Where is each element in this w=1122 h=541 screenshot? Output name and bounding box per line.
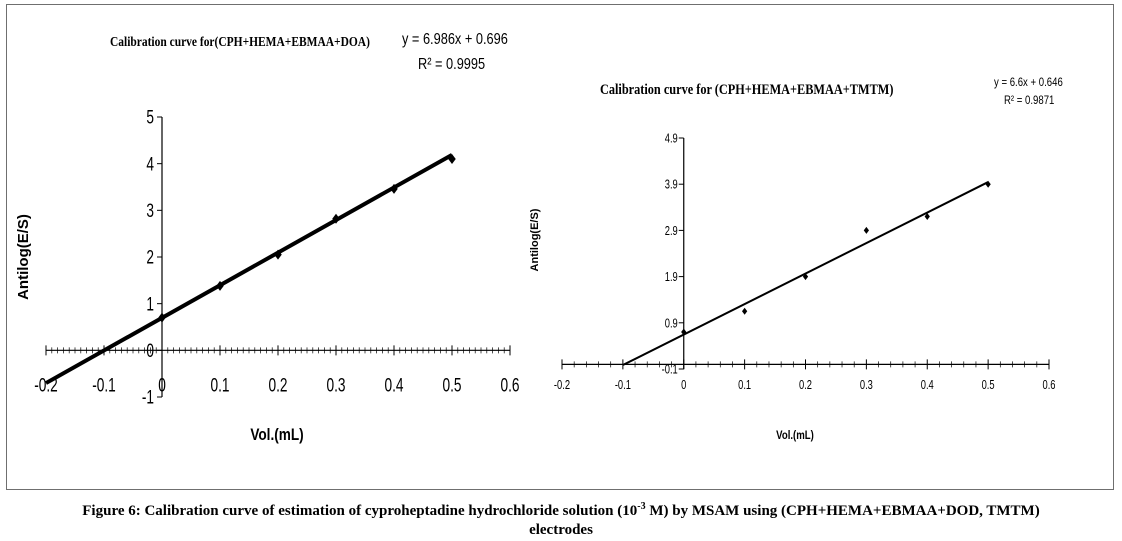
- chart2-data-point: [985, 180, 991, 188]
- chart1-title: Calibration curve for(CPH+HEMA+EBMAA+DOA…: [110, 34, 370, 49]
- chart2-y-tick-label: 1.9: [665, 271, 678, 285]
- chart2-x-tick-label: 0.4: [921, 379, 934, 393]
- chart2-equation: y = 6.6x + 0.646: [994, 76, 1063, 89]
- chart2-x-tick-label: 0.5: [982, 379, 995, 393]
- figure-caption: Figure 6: Calibration curve of estimatio…: [0, 497, 1122, 540]
- chart2-y-tick-label: -0.1: [662, 363, 678, 377]
- figure-frame: [6, 4, 1114, 490]
- chart2-data-point: [924, 213, 930, 221]
- chart1-y-axis-label: Antilog(E/S): [15, 214, 32, 300]
- chart1-y-tick-label: 5: [146, 106, 154, 128]
- chart1-equation: y = 6.986x + 0.696: [402, 31, 508, 49]
- chart1-x-tick-label: 0.2: [268, 374, 287, 396]
- chart1-data-point: [274, 249, 282, 260]
- chart1-x-tick-label: 0.4: [384, 374, 403, 396]
- chart2-x-tick-label: -0.2: [554, 379, 570, 393]
- chart2-x-tick-label: -0.1: [615, 379, 631, 393]
- chart2-y-tick-label: 4.9: [665, 132, 678, 146]
- chart2-data-point: [742, 307, 748, 315]
- chart1-y-tick-label: 2: [146, 246, 154, 268]
- chart1-x-tick-label: 0: [158, 374, 166, 396]
- chart1-y-tick-label: -1: [142, 386, 154, 408]
- chart1-y-tick-label: 4: [146, 153, 154, 175]
- caption-text: Figure 6: Calibration curve of estimatio…: [82, 503, 638, 519]
- chart1-data-point: [390, 183, 398, 194]
- chart1-data-point: [158, 312, 166, 323]
- chart2-x-tick-label: 0: [681, 379, 686, 393]
- chart2-y-tick-label: 0.9: [665, 317, 678, 331]
- chart1-y-tick-label: 3: [146, 200, 154, 222]
- chart1-x-tick-label: 0.1: [210, 374, 229, 396]
- chart1-x-axis-label: Vol.(mL): [250, 426, 303, 445]
- caption-exponent: -3: [637, 501, 646, 512]
- chart2-title: Calibration curve for (CPH+HEMA+EBMAA+TM…: [600, 81, 893, 98]
- chart1-data-point: [216, 280, 224, 291]
- chart2-x-tick-label: 0.6: [1042, 379, 1055, 393]
- chart1-data-point: [332, 213, 340, 224]
- chart2-x-tick-label: 0.3: [860, 379, 873, 393]
- chart1-trendline: [45, 153, 453, 385]
- chart2-y-tick-label: 2.9: [665, 225, 678, 239]
- chart2-y-tick-label: 3.9: [665, 178, 678, 192]
- caption-text-2: M) by MSAM using (CPH+HEMA+EBMAA+DOD, TM…: [645, 503, 1040, 519]
- chart2-data-point: [802, 273, 809, 281]
- chart1-x-tick-label: 0.6: [500, 374, 519, 396]
- chart2-x-tick-label: 0.1: [738, 379, 751, 393]
- chart2-data-point: [863, 226, 869, 234]
- chart1-y-tick-label: 1: [146, 293, 154, 315]
- chart2-r-squared: R² = 0.9871: [1004, 94, 1054, 107]
- chart1-x-tick-label: -0.1: [92, 374, 116, 396]
- chart2-y-axis-label: Antilog(E/S): [529, 208, 541, 271]
- chart1-r-squared: R² = 0.9995: [418, 56, 485, 74]
- chart1-x-tick-label: 0.5: [442, 374, 461, 396]
- chart1-y-tick-label: 0: [146, 340, 154, 362]
- caption-line-2: electrodes: [529, 522, 593, 538]
- chart2-x-tick-label: 0.2: [799, 379, 812, 393]
- chart2-data-point: [681, 328, 687, 336]
- chart1-data-point: [448, 154, 456, 164]
- chart2-x-axis-label: Vol.(mL): [776, 429, 814, 442]
- chart1-x-tick-label: 0.3: [326, 374, 345, 396]
